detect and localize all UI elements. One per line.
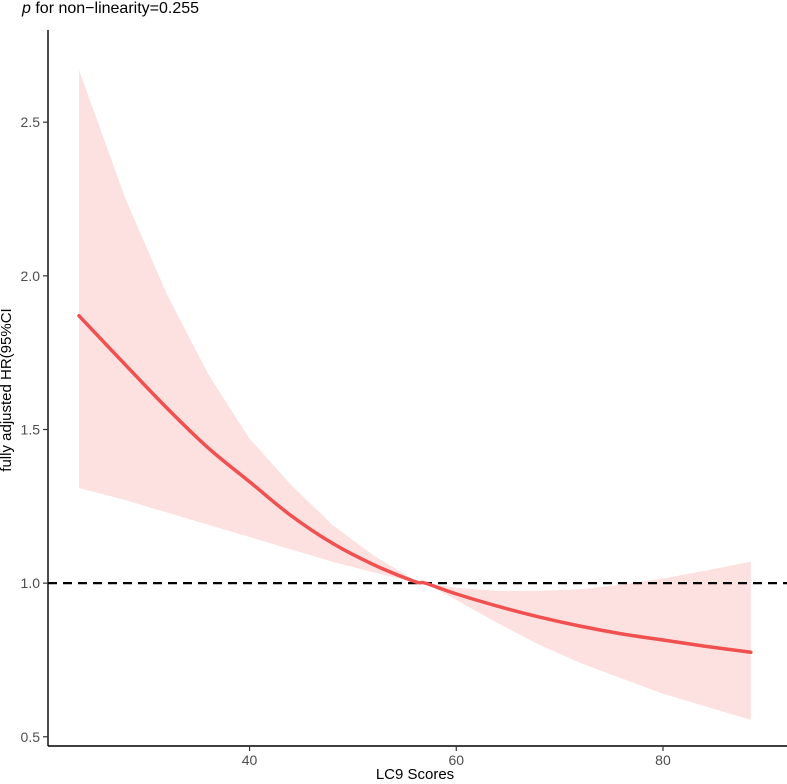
x-axis-title: LC9 Scores xyxy=(376,766,454,783)
chart-title: p for non−linearity=0.255 xyxy=(22,0,199,18)
y-tick-label: 1.0 xyxy=(21,575,41,591)
axes-layer: 40 60 80 0.5 1.0 1.5 2.0 2.5 xyxy=(21,30,787,768)
title-text: for non−linearity=0.255 xyxy=(30,0,200,17)
hr-line xyxy=(77,314,753,655)
x-tick-label: 80 xyxy=(655,752,671,768)
y-tick-label: 2.5 xyxy=(21,114,41,130)
confidence-band-layer xyxy=(79,69,751,720)
hr-line-layer xyxy=(77,314,753,655)
y-tick-label: 0.5 xyxy=(21,729,41,745)
y-axis-title: fully adjusted HR(95%CI xyxy=(0,308,15,471)
title-p-symbol: p xyxy=(22,0,31,17)
x-tick-label: 60 xyxy=(448,752,464,768)
y-tick-label: 2.0 xyxy=(21,268,41,284)
confidence-band xyxy=(79,69,751,720)
x-tick-label: 40 xyxy=(242,752,258,768)
y-tick-label: 1.5 xyxy=(21,421,41,437)
